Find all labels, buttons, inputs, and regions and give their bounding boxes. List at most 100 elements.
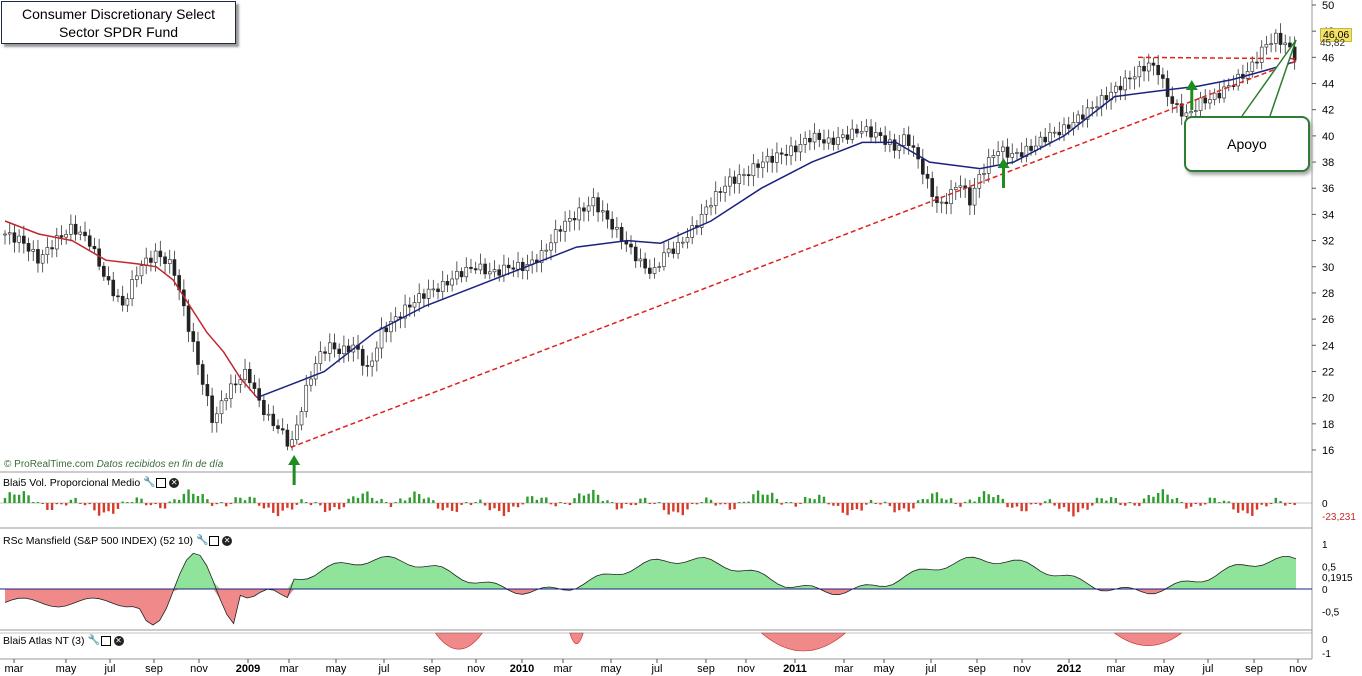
wrench-icon[interactable]: 🔧 [196,535,209,546]
x-tick-label: nov [1289,663,1307,675]
volume-bar-up [1274,497,1278,503]
rsc-line [4,552,1297,626]
atlas-dip [760,632,847,652]
x-tick-label: jul [103,663,115,675]
volume-bar-down [389,503,393,507]
candle [304,384,309,412]
volume-bar-up [996,494,1000,503]
volume-bar-up [32,502,35,503]
candle [671,248,676,254]
candle [704,206,709,215]
candle [3,233,7,236]
y-tick-label: 44 [1322,79,1334,91]
candle [1043,136,1047,143]
window-icon[interactable] [209,536,220,546]
candle [916,147,920,160]
volume-bar-up [196,496,200,503]
window-icon[interactable] [156,478,167,488]
x-tick-label: mar [835,663,854,675]
candle [986,157,991,174]
candle [1142,65,1146,72]
volume-bar-up [422,498,426,503]
x-tick-label: mar [5,663,24,675]
volume-bar-down [898,503,901,511]
volume-bar-up [1227,501,1230,503]
volume-bar-up [352,496,355,503]
x-tick-label: jul [650,663,662,675]
volume-bar-down [846,503,849,516]
window-icon[interactable] [100,636,111,646]
candle [577,207,582,221]
candle [69,223,73,235]
volume-bar-down [276,503,280,517]
candle [412,302,417,308]
candle [1146,62,1151,72]
candle [855,128,859,134]
credit: © ProRealTime.com Datos recibidos en fin… [4,459,223,470]
volume-bar-down [733,503,736,510]
candle [459,271,464,278]
volume-bar-up [1128,502,1132,503]
wrench-icon[interactable]: 🔧 [87,635,100,646]
candle [1095,106,1099,109]
volume-bar-up [756,490,760,503]
volume-bar-down [1199,503,1202,506]
volume-bar-up [403,500,407,503]
volume-bar-down [851,503,854,511]
callout-pointer [1241,39,1297,117]
candle [365,365,370,367]
volume-bar-down [102,503,106,513]
candle [92,246,97,250]
y-tick-label: 38 [1322,157,1334,169]
candle [17,235,21,243]
candle [765,155,770,163]
volume-bar-down [1251,503,1254,516]
volume-bar-down [615,503,619,510]
candle [1123,77,1128,91]
candle [991,155,996,158]
volume-panel-label: Blai5 Vol. Proporcional Medio 🔧 ✕ [3,477,180,489]
candle [487,271,492,275]
candle [210,395,214,423]
x-tick-label: may [874,663,895,675]
close-icon[interactable]: ✕ [169,478,180,488]
close-icon[interactable]: ✕ [113,636,124,646]
volume-bar-up [808,498,812,503]
x-tick-label: mar [1107,663,1126,675]
volume-bar-down [272,503,275,513]
close-icon[interactable]: ✕ [222,536,233,546]
volume-bar-up [596,494,600,503]
volume-bar-up [822,496,826,503]
candle [440,281,445,292]
candle [1292,46,1297,61]
candle [982,173,986,175]
candle [680,241,685,244]
candle [718,191,723,193]
volume-bar-down [1246,503,1249,514]
candle [831,137,836,145]
candle [257,388,261,401]
candle [779,152,784,155]
volume-bar-down [309,503,313,506]
candle [1038,136,1043,147]
y-tick-label: 32 [1322,236,1334,248]
candle [59,235,64,238]
candle [798,144,803,153]
volume-bar-down [794,503,797,507]
volume-bar-down [832,503,835,506]
candle [1274,32,1278,44]
candle [958,185,963,188]
candle [186,305,191,332]
x-tick-label: 2010 [510,663,534,675]
volume-bar-up [243,500,247,503]
candle [666,248,671,254]
candle [770,155,775,163]
volume-bar-down [295,503,299,505]
candle [662,252,666,267]
rsc-tick-label: 0 [1322,585,1328,596]
candle [1156,64,1160,76]
wrench-icon[interactable]: 🔧 [143,477,156,488]
volume-bar-up [1213,497,1216,503]
volume-bar-up [1100,498,1103,503]
volume-bar-up [1180,501,1183,503]
